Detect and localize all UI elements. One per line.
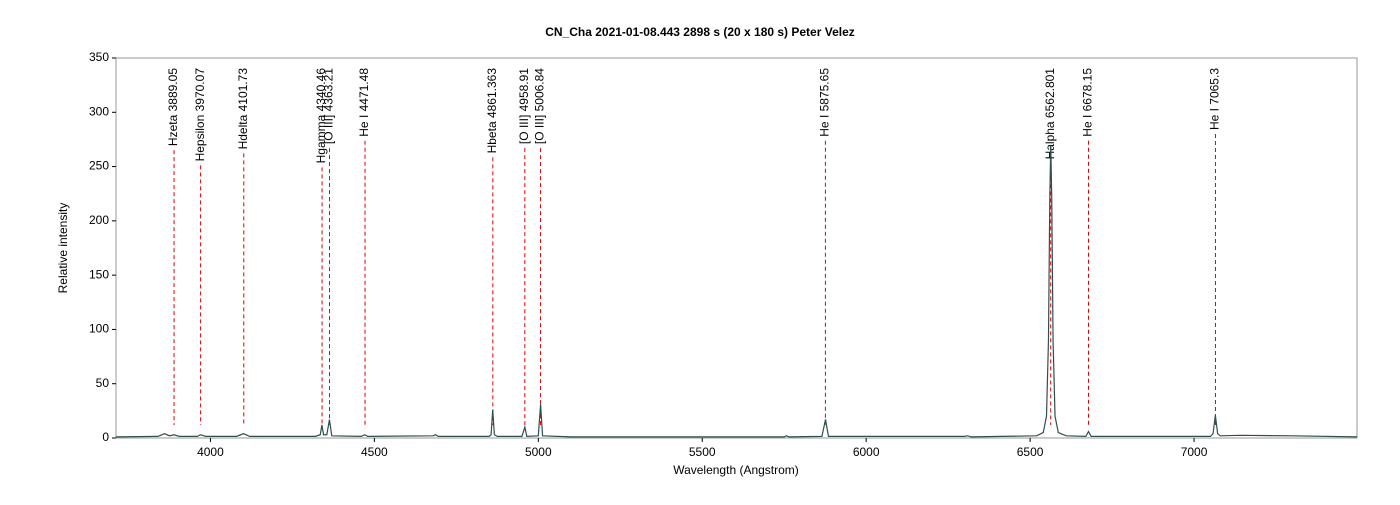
y-tick-label: 100 <box>89 322 109 336</box>
x-axis-label: Wavelength (Angstrom) <box>673 463 799 477</box>
x-tick-label: 5500 <box>689 445 716 459</box>
line-annotation-label: Hepsilon 3970.07 <box>193 68 207 162</box>
spectrum-line <box>115 144 1358 438</box>
x-tick-label: 5000 <box>525 445 552 459</box>
line-annotation-label: [O III] 4958.91 <box>517 68 531 144</box>
line-annotation-label: [O III] 5006.84 <box>533 68 547 144</box>
line-annotation-label: Halpha 6562.801 <box>1043 68 1057 160</box>
x-tick-label: 4000 <box>197 445 224 459</box>
y-axis-label: Relative intensity <box>56 203 70 294</box>
line-annotation-label: He I 7065.3 <box>1208 68 1222 130</box>
chart-title: CN_Cha 2021-01-08.443 2898 s (20 x 180 s… <box>545 25 855 39</box>
line-annotation-label: Hdelta 4101.73 <box>236 68 250 150</box>
line-annotation-label: He I 4471.48 <box>357 68 371 137</box>
x-tick-label: 6500 <box>1017 445 1044 459</box>
x-tick-label: 6000 <box>853 445 880 459</box>
plot-frame <box>115 57 1358 439</box>
y-tick-label: 250 <box>89 159 109 173</box>
y-tick-label: 50 <box>96 376 110 390</box>
line-annotation-label: Hbeta 4861.363 <box>485 68 499 154</box>
y-tick-label: 300 <box>89 104 109 118</box>
x-tick-label: 4500 <box>361 445 388 459</box>
y-tick-label: 350 <box>89 50 109 64</box>
x-tick-label: 7000 <box>1181 445 1208 459</box>
y-tick-label: 0 <box>102 430 109 444</box>
line-annotation-label: Hgamma 4340.46 <box>314 68 328 164</box>
y-tick-label: 150 <box>89 267 109 281</box>
line-annotation-label: [O III] 4363.21 <box>322 68 336 144</box>
y-tick-label: 200 <box>89 213 109 227</box>
line-annotation-label: He I 6678.15 <box>1081 68 1095 137</box>
line-annotation-label: Hzeta 3889.05 <box>166 68 180 146</box>
line-annotation-label: He I 5875.65 <box>818 68 832 137</box>
